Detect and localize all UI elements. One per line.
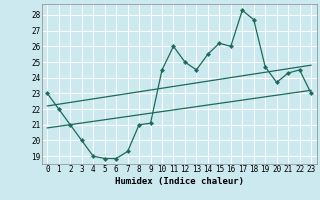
X-axis label: Humidex (Indice chaleur): Humidex (Indice chaleur) — [115, 177, 244, 186]
